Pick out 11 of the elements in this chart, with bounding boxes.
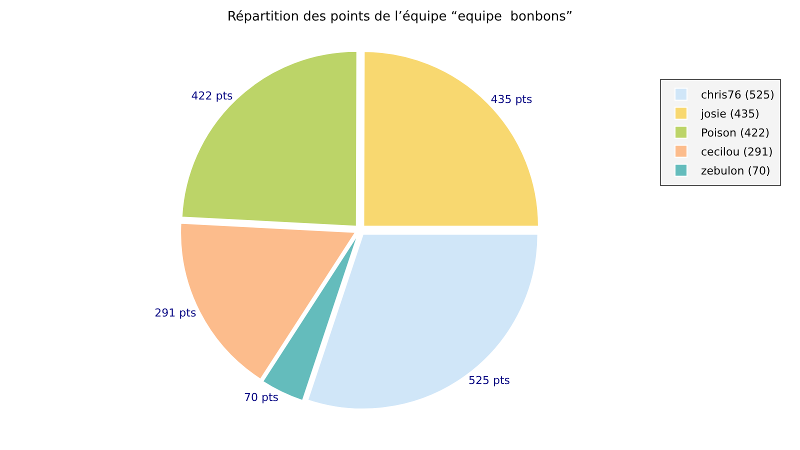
data-label: 422 pts (191, 89, 234, 102)
data-label: 70 pts (244, 391, 279, 404)
legend-label: josie (435) (700, 108, 760, 121)
chart-title: Répartition des points de l’équipe “equipe bonbons” (227, 9, 573, 24)
legend-label: cecilou (291) (701, 146, 773, 159)
data-label: 291 pts (154, 306, 196, 320)
data-label: 525 pts (468, 374, 510, 387)
legend-label: Poison (422) (701, 126, 770, 140)
data-label: 435 pts (490, 93, 532, 106)
legend-label: zebulon (70) (701, 164, 770, 178)
legend-label: chris76 (525) (701, 88, 774, 102)
